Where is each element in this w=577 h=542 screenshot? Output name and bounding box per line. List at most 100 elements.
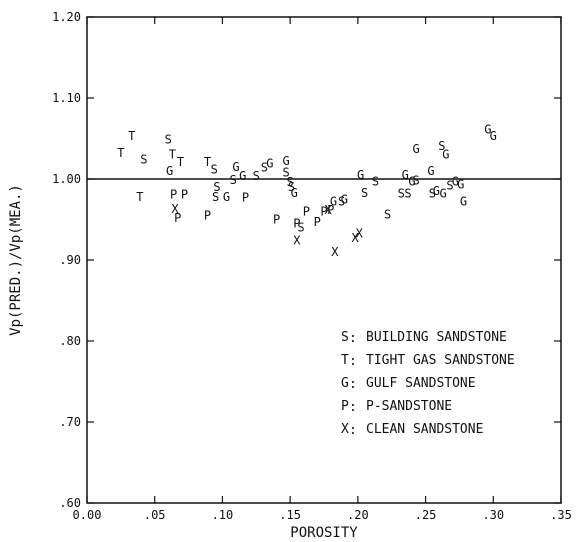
data-point-g: G: [440, 187, 447, 201]
data-point-g: G: [357, 168, 364, 182]
data-point-g: G: [460, 195, 467, 209]
data-point-t: T: [169, 148, 176, 162]
y-tick-label: 1.20: [52, 10, 81, 24]
data-point-g: G: [232, 160, 239, 174]
data-point-g: G: [457, 178, 464, 192]
data-point-s: S: [429, 187, 436, 201]
data-point-s: S: [213, 180, 220, 194]
data-point-p: P: [293, 217, 300, 231]
legend-separator: :: [349, 331, 357, 346]
data-point-x: X: [331, 245, 339, 259]
data-point-s: S: [287, 175, 294, 189]
data-point-g: G: [490, 129, 497, 143]
data-point-g: G: [341, 192, 348, 206]
data-point-g: G: [402, 168, 409, 182]
data-point-s: S: [297, 221, 304, 235]
legend-separator: :: [349, 377, 357, 392]
legend-symbol: T: [341, 353, 349, 368]
data-point-s: S: [361, 186, 368, 200]
x-tick-label: .30: [482, 508, 504, 522]
data-point-s: S: [372, 174, 379, 188]
y-tick-label: .80: [59, 334, 81, 348]
y-tick-label: .90: [59, 253, 81, 267]
plot-frame: [86, 16, 562, 504]
data-point-g: G: [427, 164, 434, 178]
data-point-t: T: [177, 155, 184, 169]
data-point-s: S: [446, 178, 453, 192]
legend-separator: :: [349, 354, 357, 369]
data-point-g: G: [223, 190, 230, 204]
legend-label: GULF SANDSTONE: [366, 376, 476, 391]
x-tick-label: .20: [347, 508, 369, 522]
data-point-p: P: [314, 215, 321, 229]
data-point-x: X: [356, 226, 364, 240]
x-axis-title: POROSITY: [290, 525, 358, 541]
legend-separator: :: [349, 400, 357, 415]
data-point-p: P: [327, 203, 334, 217]
data-point-p: P: [303, 204, 310, 218]
data-point-t: T: [204, 155, 211, 169]
y-tick-label: 1.00: [52, 172, 81, 186]
data-point-s: S: [384, 208, 391, 222]
data-point-s: S: [404, 187, 411, 201]
x-tick-label: .15: [279, 508, 301, 522]
legend-label: TIGHT GAS SANDSTONE: [366, 353, 515, 368]
data-point-s: S: [230, 173, 237, 187]
legend-label: P-SANDSTONE: [366, 399, 452, 414]
data-point-g: G: [408, 174, 415, 188]
data-point-g: G: [282, 154, 289, 168]
data-point-t: T: [117, 146, 124, 160]
data-point-p: P: [204, 208, 211, 222]
legend-label: CLEAN SANDSTONE: [366, 422, 483, 437]
legend-symbol: S: [341, 330, 349, 345]
legend-separator: :: [349, 423, 357, 438]
y-tick-label: .60: [59, 496, 81, 510]
legend-symbol: P: [341, 399, 349, 414]
data-point-p: P: [273, 213, 280, 227]
x-tick-label: .05: [144, 508, 166, 522]
x-tick-label: .25: [415, 508, 437, 522]
data-point-s: S: [261, 161, 268, 175]
data-point-p: P: [181, 187, 188, 201]
data-point-s: S: [398, 187, 405, 201]
x-tick-label: 0.00: [73, 508, 102, 522]
data-point-s: S: [282, 166, 289, 180]
data-point-p: P: [174, 211, 181, 225]
legend-symbol: G: [341, 376, 349, 391]
data-point-g: G: [442, 148, 449, 162]
data-point-x: X: [293, 234, 301, 248]
data-point-t: T: [136, 190, 143, 204]
data-point-p: P: [170, 187, 177, 201]
data-point-x: X: [352, 231, 360, 245]
data-point-x: X: [171, 202, 179, 216]
data-point-g: G: [330, 195, 337, 209]
x-tick-label: .35: [550, 508, 572, 522]
data-point-g: G: [166, 164, 173, 178]
data-point-s: S: [140, 153, 147, 167]
data-point-x: X: [324, 203, 332, 217]
data-point-s: S: [253, 169, 260, 183]
data-point-p: P: [320, 204, 327, 218]
x-tick-label: .10: [212, 508, 234, 522]
legend-label: BUILDING SANDSTONE: [366, 330, 507, 345]
y-axis-title: Vp(PRED.)/Vp(MEA.): [8, 184, 24, 336]
data-point-s: S: [211, 162, 218, 176]
legend-symbol: X: [341, 422, 349, 437]
data-point-s: S: [412, 174, 419, 188]
data-point-s: S: [212, 190, 219, 204]
data-point-s: S: [288, 180, 295, 194]
data-point-g: G: [266, 157, 273, 171]
data-point-g: G: [433, 184, 440, 198]
data-point-g: G: [484, 123, 491, 137]
data-point-t: T: [128, 129, 135, 143]
data-point-g: G: [239, 169, 246, 183]
data-point-g: G: [412, 142, 419, 156]
legend: S: BUILDING SANDSTONE T: TIGHT GAS SANDSTON…: [341, 330, 515, 438]
y-tick-label: 1.10: [52, 91, 81, 105]
data-point-s: S: [338, 195, 345, 209]
axes: 0.00 .05 .10 .15 .20 .25 .30 .35 .60 .70 .80 .90 1.0…: [52, 10, 572, 522]
data-point-s: S: [438, 139, 445, 153]
data-point-s: S: [165, 132, 172, 146]
